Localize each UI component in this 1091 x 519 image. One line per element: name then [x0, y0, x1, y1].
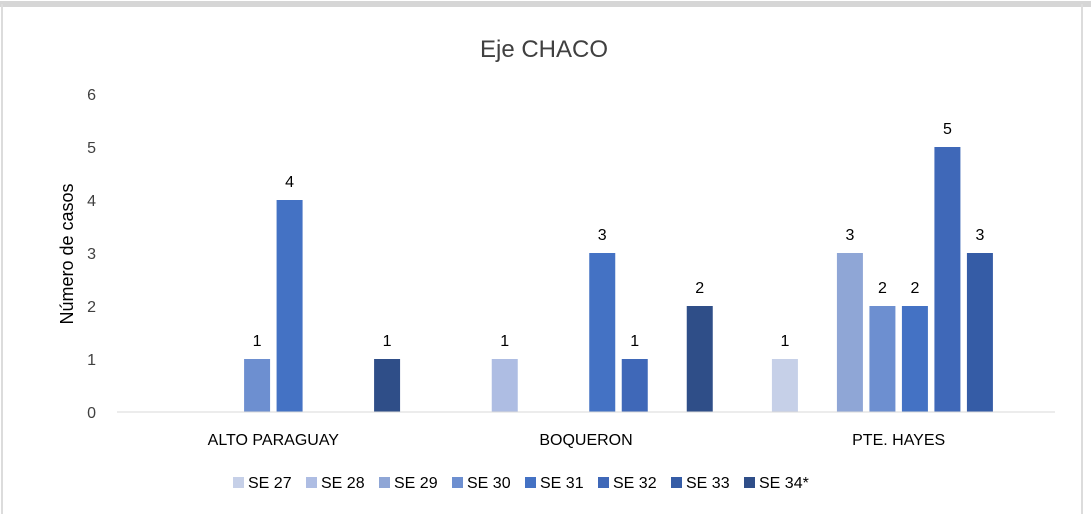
y-tick-label: 4: [87, 193, 96, 210]
legend: SE 27 SE 28 SE 29 SE 30 SE 31 SE 32 SE 33 SE 34…: [233, 475, 809, 492]
data-label: 1: [500, 333, 509, 350]
chart-title: Eje CHACO: [480, 36, 608, 63]
legend-swatch: [452, 477, 463, 488]
bar: [276, 200, 303, 412]
legend-swatch: [671, 477, 682, 488]
bar: [934, 147, 961, 412]
bar: [836, 253, 863, 412]
bar: [686, 306, 713, 412]
legend-label: SE 31: [540, 475, 584, 492]
legend-swatch: [598, 477, 609, 488]
legend-label: SE 34*: [759, 475, 809, 492]
x-tick-label: BOQUERON: [539, 432, 632, 449]
y-tick-label: 3: [87, 246, 96, 263]
data-labels: 1 4 1 1 3 1 2 1 3 2 2 5 3: [253, 121, 985, 350]
x-tick-label: PTE. HAYES: [852, 432, 945, 449]
x-axis-ticks: ALTO PARAGUAY BOQUERON PTE. HAYES: [208, 432, 946, 449]
bar: [244, 359, 271, 412]
data-label: 2: [695, 280, 704, 297]
legend-swatch: [744, 477, 755, 488]
data-label: 1: [383, 333, 392, 350]
data-label: 2: [910, 280, 919, 297]
data-label: 1: [630, 333, 639, 350]
data-label: 4: [285, 174, 294, 191]
legend-label: SE 27: [248, 475, 292, 492]
bar: [771, 359, 798, 412]
y-tick-label: 5: [87, 140, 96, 157]
bars: [244, 147, 993, 412]
data-label: 3: [845, 227, 854, 244]
legend-label: SE 29: [394, 475, 438, 492]
legend-swatch: [525, 477, 536, 488]
bar: [869, 306, 896, 412]
legend-swatch: [306, 477, 317, 488]
legend-swatch: [379, 477, 390, 488]
bar: [491, 359, 518, 412]
y-axis-label: Número de casos: [57, 183, 77, 324]
data-label: 3: [975, 227, 984, 244]
data-label: 1: [780, 333, 789, 350]
y-axis-ticks: 0 1 2 3 4 5 6: [87, 87, 96, 422]
legend-swatch: [233, 477, 244, 488]
legend-label: SE 28: [321, 475, 365, 492]
bar: [374, 359, 401, 412]
bar: [621, 359, 648, 412]
bar: [589, 253, 616, 412]
bar: [901, 306, 928, 412]
y-tick-label: 1: [87, 352, 96, 369]
legend-label: SE 30: [467, 475, 511, 492]
bar: [966, 253, 993, 412]
y-tick-label: 2: [87, 299, 96, 316]
x-tick-label: ALTO PARAGUAY: [208, 432, 340, 449]
data-label: 2: [878, 280, 887, 297]
legend-label: SE 32: [613, 475, 657, 492]
data-label: 1: [253, 333, 262, 350]
data-label: 3: [598, 227, 607, 244]
legend-label: SE 33: [686, 475, 730, 492]
y-tick-label: 0: [87, 405, 96, 422]
data-label: 5: [943, 121, 952, 138]
y-tick-label: 6: [87, 87, 96, 104]
